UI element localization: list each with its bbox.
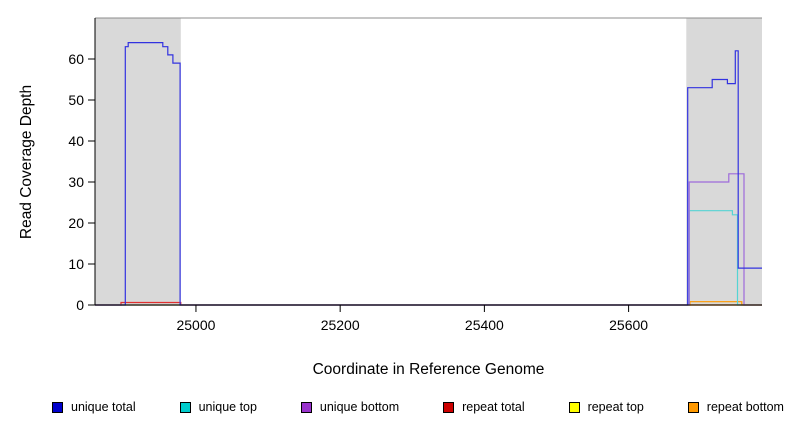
legend-label-unique-bottom: unique bottom — [319, 400, 400, 414]
x-tick-label: 25000 — [176, 317, 215, 333]
legend-item-repeat-total: repeat total — [443, 400, 525, 414]
legend-item-unique-total: unique total — [52, 400, 136, 414]
legend-item-unique-top: unique top — [179, 400, 257, 414]
shaded-region-right — [686, 18, 762, 305]
legend-label-repeat-bottom: repeat bottom — [706, 400, 784, 414]
series-line-unique-top — [95, 210, 762, 306]
y-tick-label: 60 — [68, 51, 84, 67]
y-tick-label: 0 — [76, 297, 84, 313]
legend-label-repeat-total: repeat total — [462, 400, 525, 414]
legend-swatch-unique-top — [179, 401, 191, 413]
x-tick-label: 25200 — [321, 317, 360, 333]
legend-swatch-unique-total — [52, 401, 63, 413]
legend-swatch-repeat-total — [443, 401, 455, 413]
x-tick-label: 25400 — [465, 317, 504, 333]
y-tick-label: 30 — [68, 174, 84, 190]
legend-label-unique-top: unique top — [198, 400, 257, 414]
legend-item-unique-bottom: unique bottom — [300, 400, 400, 414]
plot-area: 25000 25200 25400 25600 0 10 20 30 40 50 60 — [68, 17, 762, 333]
legend-label-repeat-top: repeat top — [587, 400, 644, 414]
y-tick-label: 20 — [68, 215, 84, 231]
legend: unique total unique top unique bottom repea… — [52, 400, 784, 414]
y-tick-label: 40 — [68, 133, 84, 149]
legend-swatch-repeat-bottom — [687, 401, 699, 413]
legend-item-repeat-bottom: repeat bottom — [687, 400, 784, 414]
series-line-unique-total — [95, 41, 762, 306]
legend-swatch-repeat-top — [568, 401, 580, 413]
legend-swatch-unique-bottom — [300, 401, 312, 413]
y-tick-label: 50 — [68, 92, 84, 108]
shaded-region-left — [95, 18, 181, 305]
legend-label-unique-total: unique total — [71, 400, 136, 414]
x-tick-label: 25600 — [609, 317, 648, 333]
legend-item-repeat-top: repeat top — [568, 400, 644, 414]
series-line-unique-bottom — [95, 173, 762, 306]
x-axis-title: Coordinate in Reference Genome — [312, 361, 545, 378]
y-tick-label: 10 — [68, 256, 84, 272]
